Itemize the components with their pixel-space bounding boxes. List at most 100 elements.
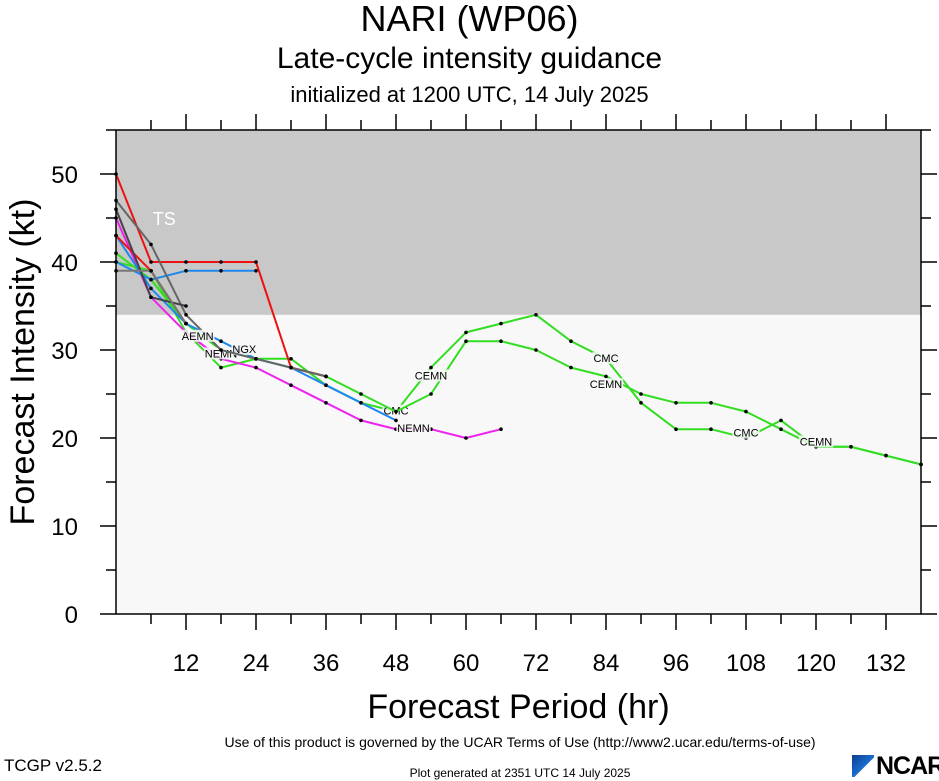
data-point [779, 418, 783, 423]
data-point [149, 269, 153, 273]
data-point [499, 321, 503, 326]
data-point [429, 392, 433, 396]
series-line [115, 217, 502, 439]
data-point [184, 313, 188, 317]
data-point [709, 401, 713, 405]
model-label-bg [413, 369, 449, 382]
x-tick-label: 108 [726, 650, 766, 677]
model-label: NGX [232, 344, 257, 356]
data-point [149, 286, 153, 291]
data-point [464, 339, 468, 344]
data-point [779, 427, 783, 432]
ncar-logo-text: NCAR [876, 752, 939, 780]
data-point [149, 260, 153, 264]
data-point [359, 418, 363, 423]
x-tick-label: 72 [523, 650, 550, 677]
plot-frame [115, 129, 922, 615]
data-point [744, 409, 748, 414]
model-label: CMC [733, 428, 758, 440]
data-point [254, 357, 258, 361]
model-label: CEMN [415, 370, 447, 382]
data-point [324, 374, 328, 379]
data-point [184, 321, 188, 326]
data-point [219, 260, 223, 264]
tcgp-version: TCGP v2.5.2 [4, 756, 102, 775]
terms-of-use: Use of this product is governed by the U… [224, 734, 816, 750]
data-point [184, 304, 188, 308]
data-point [709, 427, 713, 432]
data-point [324, 383, 328, 388]
series-cmc: CMCCMCCMC [114, 260, 923, 467]
tropical-storm-band [116, 130, 921, 315]
x-axis-title: Forecast Period (hr) [367, 688, 669, 726]
data-point [394, 409, 398, 414]
data-point [359, 401, 363, 405]
chart-subtitle: Late-cycle intensity guidance [276, 42, 663, 75]
x-tick-label: 96 [663, 650, 690, 677]
data-point [324, 401, 328, 405]
x-tick-label: 60 [453, 650, 480, 677]
data-point [219, 365, 223, 370]
data-point [149, 242, 153, 247]
data-point [254, 269, 258, 273]
data-point [219, 339, 223, 344]
y-tick-label: 10 [51, 514, 78, 541]
model-label: CEMN [800, 436, 832, 448]
model-label: NEMN [397, 423, 429, 435]
data-point [429, 365, 433, 370]
model-label: CMC [593, 353, 618, 365]
model-label-bg [732, 426, 760, 439]
ncar-logo: NCAR [852, 752, 939, 781]
data-point [184, 260, 188, 264]
data-point [674, 427, 678, 432]
x-tick-label: 84 [593, 650, 620, 677]
y-axis-title: Forecast Intensity (kt) [4, 199, 42, 526]
data-point [149, 295, 153, 300]
x-tick-label: 48 [383, 650, 410, 677]
model-label: AEMN [182, 331, 214, 343]
model-label-bg [231, 343, 258, 355]
x-tick-label: 36 [313, 650, 340, 677]
data-point [639, 401, 643, 405]
data-point [849, 445, 853, 449]
model-label-bg [396, 422, 431, 435]
y-tick-label: 0 [65, 602, 78, 629]
model-label-bg [798, 435, 834, 448]
y-tick-label: 50 [51, 162, 78, 189]
data-point [604, 374, 608, 379]
chart-title: NARI (WP06) [360, 0, 579, 39]
data-point [149, 277, 153, 282]
data-point [254, 260, 258, 264]
x-tick-label: 12 [173, 650, 200, 677]
series-unnamed-9 [114, 269, 188, 326]
series-line [115, 261, 922, 466]
y-tick-label: 40 [51, 250, 78, 277]
initialization-time: initialized at 1200 UTC, 14 July 2025 [290, 82, 649, 107]
data-point [254, 365, 258, 370]
data-point [464, 436, 468, 440]
data-point [499, 427, 503, 432]
data-point [884, 453, 888, 458]
data-point [534, 313, 538, 317]
data-point [289, 357, 293, 361]
model-label-bg [203, 347, 239, 360]
ncar-logo-icon [852, 755, 874, 777]
band-label: TS [153, 209, 176, 229]
model-label-bg [180, 329, 215, 342]
data-point [464, 330, 468, 335]
x-tick-label: 24 [243, 650, 270, 677]
model-label-bg [588, 378, 624, 391]
data-point [499, 339, 503, 344]
model-label-bg [592, 351, 620, 364]
y-tick-label: 30 [51, 338, 78, 365]
data-point [289, 365, 293, 370]
data-point [674, 401, 678, 405]
data-point [569, 339, 573, 344]
x-tick-label: 120 [796, 650, 836, 677]
data-point [534, 348, 538, 352]
y-tick-label: 20 [51, 426, 78, 453]
data-point [639, 392, 643, 396]
data-point [359, 392, 363, 396]
model-label: CEMN [590, 379, 622, 391]
